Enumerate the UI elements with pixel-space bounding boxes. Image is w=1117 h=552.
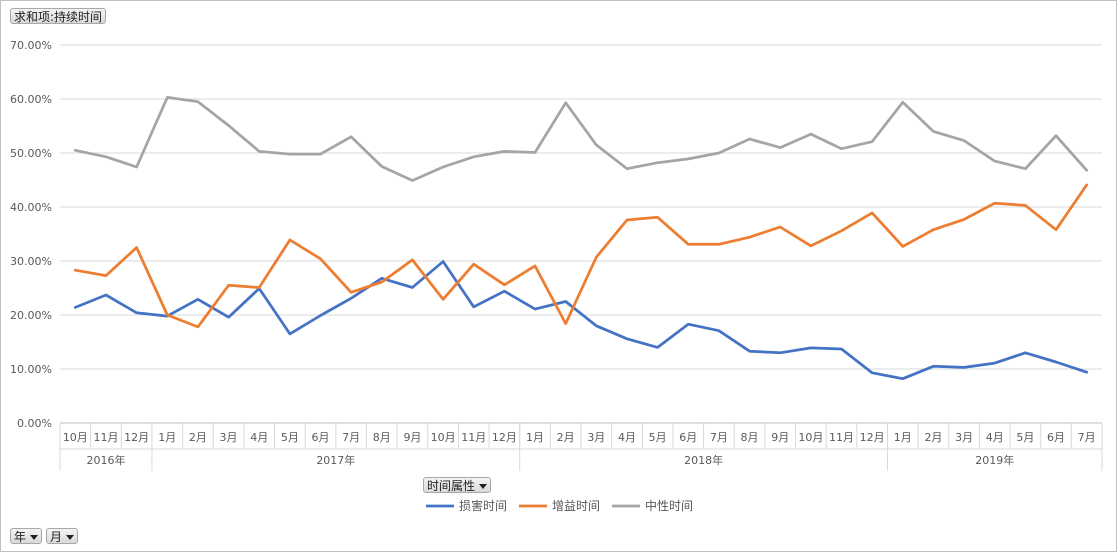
legend-label: 中性时间 [645, 498, 693, 513]
series-field-button[interactable]: 时间属性 [423, 477, 492, 493]
x-tick-label-month: 10月 [63, 431, 88, 444]
x-tick-label-month: 8月 [741, 431, 759, 444]
row-field-year-button[interactable]: 年 [10, 528, 43, 544]
value-field-button[interactable]: 求和项:持续时间 [10, 8, 107, 24]
row-field-year-label: 年 [14, 530, 27, 544]
y-tick-label: 50.00% [10, 147, 52, 160]
x-tick-label-month: 12月 [860, 431, 885, 444]
x-tick-label-month: 3月 [955, 431, 973, 444]
x-tick-label-month: 4月 [618, 431, 636, 444]
series-lines [73, 96, 1089, 381]
x-tick-label-month: 10月 [798, 431, 823, 444]
gridlines [60, 44, 1102, 424]
chevron-down-icon [66, 535, 75, 540]
legend-label: 增益时间 [552, 499, 600, 513]
series-line-1 [73, 183, 1089, 329]
legend-label: 损害时间 [459, 498, 507, 513]
x-tick-label-month: 1月 [526, 431, 544, 444]
x-tick-label-month: 8月 [373, 431, 391, 444]
x-tick-label-month: 12月 [124, 431, 149, 444]
y-tick-label: 10.00% [10, 363, 52, 376]
x-tick-label-month: 6月 [679, 431, 697, 444]
series-line-2 [73, 96, 1089, 182]
x-tick-label-month: 7月 [1078, 431, 1096, 444]
x-tick-label-month: 5月 [1016, 431, 1034, 444]
x-tick-label-month: 2月 [189, 431, 207, 444]
x-tick-label-month: 11月 [829, 431, 854, 444]
y-tick-label: 40.00% [10, 201, 52, 214]
x-tick-label-month: 7月 [710, 431, 728, 444]
x-tick-label-month: 9月 [403, 431, 421, 444]
x-tick-label-month: 3月 [587, 431, 605, 444]
x-tick-label-month: 6月 [1047, 431, 1065, 444]
x-tick-label-month: 10月 [431, 431, 456, 444]
y-tick-label: 30.00% [10, 255, 52, 268]
x-tick-label-month: 2月 [924, 431, 942, 444]
x-tick-label-month: 3月 [220, 431, 238, 444]
x-tick-label-month: 1月 [894, 431, 912, 444]
row-field-month-button[interactable]: 月 [46, 528, 79, 544]
y-tick-label: 20.00% [10, 309, 52, 322]
x-tick-label-month: 11月 [93, 431, 118, 444]
chevron-down-icon [30, 535, 39, 540]
y-tick-label: 70.00% [10, 39, 52, 52]
row-field-month-label: 月 [50, 530, 63, 544]
x-axis: 10月 11月 12月 1月 2月 3月 4月 5月 6月 7月 8月 9月 10月 11月 12月 1月 2月… [59, 423, 1103, 471]
x-tick-label-year: 2016年 [86, 453, 125, 467]
legend: 损害时间 增益时间 中性时间 [426, 498, 693, 513]
x-tick-label-year: 2018年 [684, 453, 723, 467]
x-tick-label-year: 2017年 [316, 453, 355, 467]
x-tick-label-month: 5月 [649, 431, 667, 444]
x-tick-label-month: 9月 [771, 431, 789, 444]
x-tick-label-month: 7月 [342, 431, 360, 444]
x-tick-label-month: 4月 [250, 431, 268, 444]
series-field-label: 时间属性 [427, 479, 476, 493]
x-tick-label-month: 12月 [492, 431, 517, 444]
chevron-down-icon [479, 484, 488, 489]
y-tick-label: 0.00% [17, 417, 52, 430]
x-tick-label-month: 2月 [557, 431, 575, 444]
y-tick-label: 60.00% [10, 93, 52, 106]
x-tick-label-year: 2019年 [975, 453, 1014, 467]
series-line-0 [73, 260, 1089, 381]
x-tick-label-month: 1月 [158, 431, 176, 444]
x-tick-label-month: 6月 [312, 431, 330, 444]
x-tick-label-month: 4月 [986, 431, 1004, 444]
x-tick-label-month: 11月 [461, 431, 486, 444]
y-axis: 0.00% 10.00% 20.00% 30.00% 40.00% 50.00% 60.00… [10, 39, 52, 430]
x-tick-label-month: 5月 [281, 431, 299, 444]
